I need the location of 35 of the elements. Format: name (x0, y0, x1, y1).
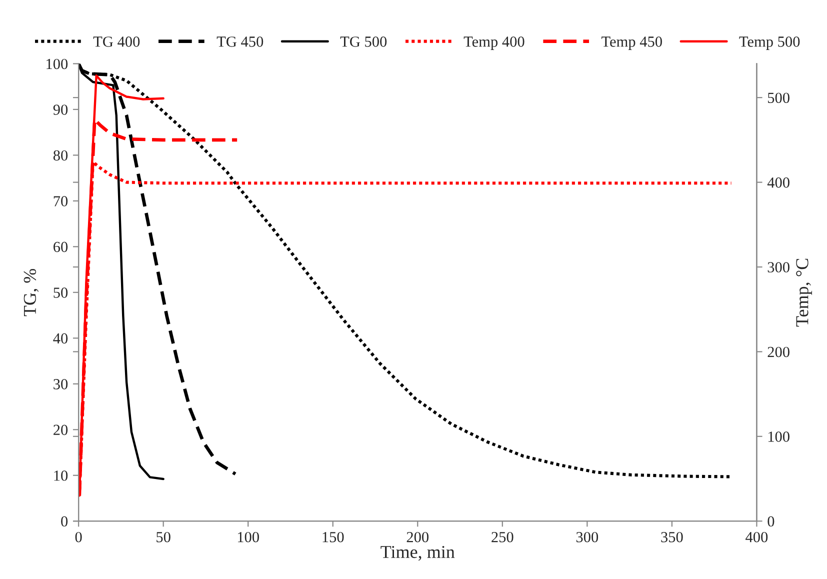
legend-label: TG 450 (216, 36, 264, 47)
legend-label: TG 500 (340, 36, 387, 47)
y-tick-label: 100 (46, 58, 68, 70)
x-tick-label: 400 (746, 532, 768, 542)
x-tick-label: 150 (322, 532, 344, 542)
x-tick-label: 300 (576, 532, 598, 542)
y-tick-label: 40 (53, 333, 68, 344)
y-tick-label: 20 (54, 424, 68, 436)
x-axis-title: Time, min (380, 546, 455, 561)
x-tick-label: 50 (156, 532, 170, 542)
y-tick-label: 0 (61, 516, 68, 527)
legend-label: TG 400 (93, 36, 140, 47)
y-axis-title: TG, % (24, 268, 39, 316)
legend-label: Temp 500 (739, 36, 800, 50)
y2-tick-label: 200 (768, 346, 790, 358)
y2-tick-label: 400 (767, 177, 790, 188)
y-tick-label: 30 (54, 379, 68, 390)
y2-tick-label: 500 (768, 92, 790, 104)
y-tick-label: 10 (54, 470, 68, 481)
y-tick-label: 70 (54, 196, 68, 206)
y-tick-label: 90 (53, 104, 68, 115)
x-tick-label: 100 (238, 532, 259, 542)
x-tick-label: 350 (661, 532, 683, 542)
y-tick-label: 50 (54, 288, 68, 298)
x-tick-label: 200 (406, 532, 429, 542)
y2-tick-label: 300 (768, 262, 790, 272)
y-tick-label: 80 (53, 150, 68, 161)
y2-tick-label: 100 (768, 432, 790, 442)
legend-label: Temp 450 (602, 36, 662, 50)
y2-axis-title: Temp, °C (796, 258, 812, 327)
y-tick-label: 60 (54, 242, 68, 252)
x-tick-label: 250 (492, 532, 514, 542)
x-tick-label: 0 (75, 532, 82, 542)
y2-tick-label: 0 (768, 516, 774, 527)
legend-label: Temp 400 (464, 36, 524, 50)
